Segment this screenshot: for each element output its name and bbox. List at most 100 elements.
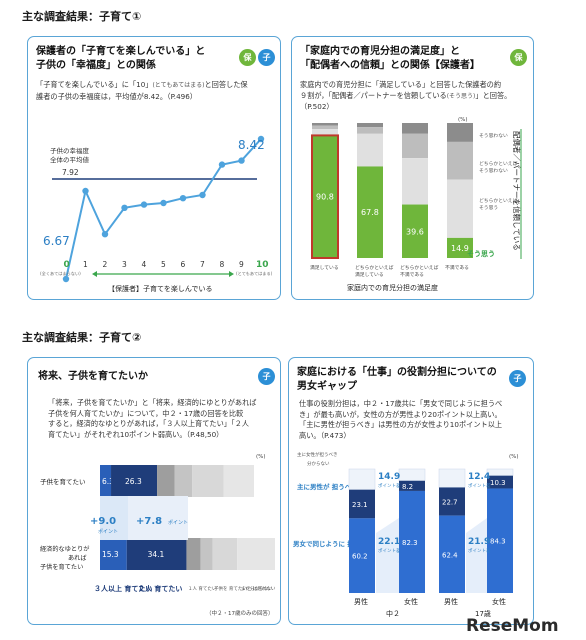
age-label-14: 中２ [386, 609, 400, 618]
legend-women: 主に女性が担うべき [297, 451, 338, 458]
bar-segment-other [357, 123, 383, 128]
category-label: どちらかといえば [355, 264, 394, 271]
work-roles-chart: 主に女性が担うべき 分からない (%) 主に男性が 担うべき 男女で同じように … [292, 451, 519, 618]
bar-segment-agree [402, 204, 428, 258]
age-label-17: 17歳 [475, 609, 491, 618]
x-tick-label: 1 [83, 260, 88, 269]
bar-segment-other [398, 468, 426, 482]
bar-value-label: 84.3 [490, 538, 506, 546]
gap-men-unit: ポイント差 [378, 482, 401, 489]
bar-value-label: 23.1 [352, 501, 368, 509]
diff2-value: +7.8 [136, 516, 162, 527]
bar-value-label: 67.8 [361, 208, 379, 217]
avg-label-1: 子供の幸福度 [50, 146, 90, 155]
data-point [82, 187, 89, 195]
start-value-label: 6.67 [43, 234, 70, 248]
panel-d-desc-2: き」が最も高いが，女性の方が男性より20ポイント以上高い。 [299, 409, 502, 419]
category-label: どちらかといえば [400, 264, 439, 271]
panel-future-children: 将来、子供を育てたいか 子 「将来，子供を育てたいか」と「将来，経済的にゆとりが… [27, 357, 281, 625]
bar-segment-other [174, 465, 193, 497]
panel-work-roles: 家庭における「仕事」の役割分担についての 男女ギャップ 子 仕事の役割分担は，中… [288, 357, 534, 625]
panel-a-desc-1: 「子育てを楽しんでいる」に「10」 [36, 80, 153, 89]
panel-c-desc-4: 育てたい」がそれぞれ10ポイント弱高い。（P.48,50） [48, 429, 224, 439]
data-point [101, 231, 109, 238]
bar-segment-other [402, 123, 428, 134]
bar-segment-other [402, 133, 428, 159]
work-roles-bars: 23.1 60.2 8.2 82.3 22.7 62.4 10.3 84.3 [348, 468, 514, 593]
gap-men-value: 12.4 [468, 472, 490, 482]
bar-value-label: 34.1 [148, 550, 165, 559]
panel-b-caption: 家庭内での育児分担の満足度 [347, 283, 438, 292]
bar-value-label: 8.2 [402, 483, 413, 491]
panel-b-desc-3: （P.502） [300, 102, 334, 111]
panel-c-title: 将来、子供を育てたいか [38, 371, 148, 382]
child-badge: 子 [258, 49, 275, 66]
legend-item: どちらかといえば [479, 197, 518, 204]
bar-segment-other [447, 141, 473, 180]
end-value-label: 8.42 [238, 138, 265, 152]
gap-equal-value: 22.1 [378, 537, 400, 547]
bar-value-label: 39.6 [406, 227, 424, 236]
bar-segment-agree [311, 134, 339, 259]
legend-three-plus: ３人以上 育てたい [94, 584, 152, 593]
legend-item: そう思う [479, 204, 498, 211]
panel-d-desc-4: 高い。（P.473） [299, 430, 351, 440]
data-point [140, 201, 148, 208]
data-point [160, 199, 167, 207]
bar-segment-three-plus [100, 538, 127, 570]
gender-label: 男性 [444, 597, 458, 606]
diff1-value: +9.0 [90, 516, 116, 527]
panel-d-title-line2: 男女ギャップ [297, 381, 357, 392]
x10-note: (とてもあてはまる) [236, 271, 273, 277]
bar-segment-other [357, 133, 383, 167]
panel-c-desc-2: 子供を何人育てたいか」について，中２・17歳の回答を比較 [48, 408, 244, 418]
x-axis-caption: 【保護者】子育てを楽しんでいる [108, 284, 213, 293]
panel-childcare-share: 「家庭内での育児分担の満足度」と 「配偶者への信頼」との関係【保護者】 保 家庭… [291, 36, 534, 300]
panel-c-description: 「将来，子供を育てたいか」と「将来，経済的にゆとりがあれば 子供を何人育てたいか… [48, 398, 276, 440]
parent-badge: 保 [239, 49, 256, 66]
resemom-watermark: ReseMom [466, 616, 559, 636]
x-tick-label: 5 [161, 260, 166, 269]
gap-band [376, 518, 399, 593]
gap-equal-unit: ポイント差 [378, 547, 401, 554]
diff-band-1 [100, 496, 128, 540]
category-label: 不満である [400, 271, 424, 278]
data-point [199, 191, 206, 199]
x-tick-label: 8 [220, 260, 225, 269]
bar-segment-equal [399, 490, 425, 593]
category-equal-label: 男女で同じように 担うべき [292, 539, 373, 548]
diff1-unit: ポイント [98, 528, 118, 535]
bar-segment-men [439, 487, 465, 516]
bar-value-label: 14.9 [451, 244, 469, 253]
panel-a-desc-2: 護者の子供の幸福度は，平均値が8.42。（P.496） [36, 91, 197, 101]
legend-agree-emphasis: そう思う [467, 249, 495, 258]
bar-segment-men [349, 489, 375, 519]
bar-segment-other [312, 125, 338, 130]
x-tick-label: 10 [256, 260, 269, 270]
gender-label: 女性 [492, 597, 506, 606]
panel-d-title-line1: 家庭における「仕事」の役割分担についての [297, 367, 497, 378]
x-tick-label: 0 [64, 260, 70, 270]
legend-unknown: 分からない [307, 460, 330, 467]
panel-b-title-line2: 「配偶者への信頼」との関係【保護者】 [300, 60, 480, 71]
category-men-label: 主に男性が 担うべき [297, 482, 358, 491]
percent-label: (%) [509, 454, 519, 460]
bar-segment-equal [349, 518, 375, 593]
panel-b-description: 家庭内での育児分担に「満足している」と回答した保護者の約 ９割が，「配偶者／パー… [300, 80, 528, 113]
bar-segment-other [200, 538, 213, 570]
percent-label: (%) [256, 454, 266, 460]
panel-b-desc-1: 家庭内での育児分担に「満足している」と回答した保護者の約 [300, 80, 502, 89]
bar-value-label: 62.4 [442, 551, 458, 559]
data-point [238, 157, 245, 164]
panel-happiness: 保護者の「子育てを楽しんでいる」と 子供の「幸福度」との関係 保 子 「子育てを… [27, 36, 281, 300]
legend-one: １人 育てたい [188, 585, 217, 592]
legend-item: そう思わない [479, 132, 508, 139]
x-axis-ticks: 0 1 2 3 4 5 6 7 8 9 10 [64, 260, 269, 270]
data-point [62, 275, 70, 283]
childcare-bars: 90.8満足している67.8どちらかといえば満足している39.6どちらかといえば… [310, 123, 473, 278]
bar-value-label: 15.3 [102, 550, 119, 559]
x-tick-label: 4 [142, 260, 147, 269]
data-point [257, 135, 265, 143]
panel-a-desc-1-tail: と回答した保 [204, 80, 248, 89]
